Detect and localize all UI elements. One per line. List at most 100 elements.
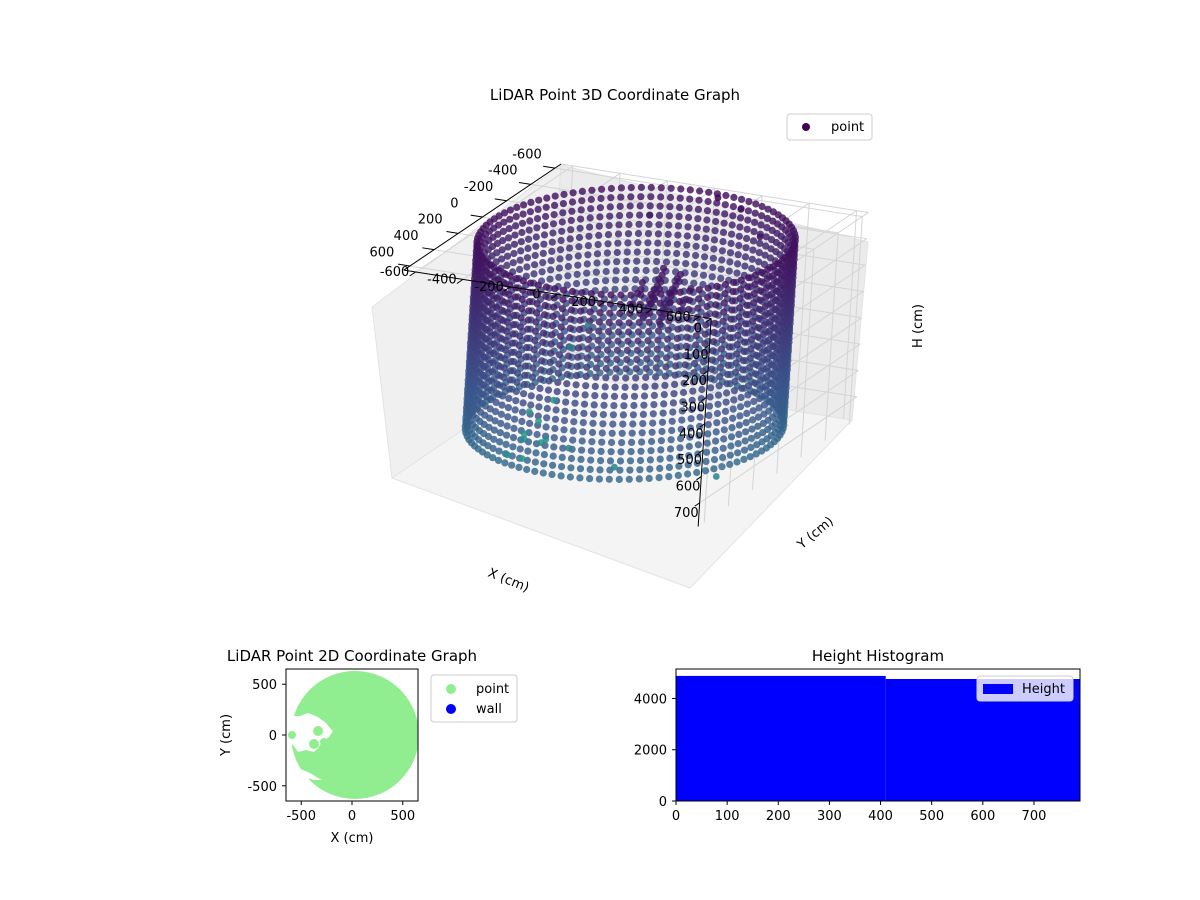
- point-3d: [577, 215, 585, 223]
- point-3d: [692, 251, 700, 260]
- point-3d: [730, 396, 738, 404]
- point-3d: [712, 217, 720, 226]
- point-3d: [595, 327, 603, 335]
- point-3d: [696, 422, 704, 430]
- point-3d: [564, 262, 573, 271]
- point-3d: [517, 247, 525, 255]
- point-3d: [708, 273, 716, 281]
- point-3d: [712, 437, 720, 445]
- green-blob-c: [309, 739, 319, 749]
- point-3d: [768, 236, 776, 244]
- point-3d: [593, 250, 602, 258]
- point-3d: [758, 202, 766, 211]
- point-3d: [768, 281, 776, 289]
- point-3d: [559, 200, 568, 208]
- point-3d: [551, 192, 559, 200]
- point-3d: [736, 223, 744, 231]
- point-3d: [584, 345, 592, 353]
- point-cloud-3d: [461, 183, 800, 483]
- point-3d: [688, 396, 696, 404]
- outlier-point-3d: [714, 194, 722, 202]
- point-3d: [673, 249, 681, 258]
- z-tick-3d: [699, 423, 705, 428]
- point-3d: [473, 347, 481, 355]
- point-3d: [503, 261, 511, 269]
- x-tick-label-3d: 400: [394, 229, 419, 244]
- point-3d: [675, 453, 684, 461]
- point-3d: [577, 206, 585, 214]
- point-3d: [726, 451, 734, 459]
- point-3d: [610, 392, 619, 400]
- point-3d: [666, 445, 675, 453]
- point-3d: [510, 311, 518, 319]
- point-3d: [544, 395, 552, 403]
- point-3d: [476, 301, 484, 309]
- point-3d: [566, 324, 574, 332]
- x-tick-label-hist: 600: [970, 809, 995, 824]
- point-3d: [548, 331, 556, 339]
- point-3d: [491, 417, 499, 425]
- point-3d: [583, 354, 592, 362]
- point-3d: [594, 336, 602, 344]
- point-3d: [504, 243, 512, 251]
- point-disk-2d: [291, 671, 418, 799]
- point-3d: [666, 454, 674, 462]
- point-3d: [500, 209, 509, 217]
- point-3d: [726, 460, 734, 468]
- point-3d: [657, 193, 665, 201]
- point-3d: [663, 354, 671, 362]
- point-3d: [746, 363, 754, 371]
- legend-2d-wall-label: wall: [476, 702, 502, 717]
- point-3d: [529, 364, 537, 372]
- point-3d: [652, 373, 660, 381]
- point-3d: [540, 451, 549, 459]
- point-3d: [733, 350, 741, 358]
- point-3d: [728, 297, 737, 305]
- point-3d: [513, 369, 522, 377]
- point-3d: [642, 266, 650, 275]
- point-3d: [686, 287, 694, 295]
- point-3d: [499, 392, 507, 400]
- point-3d: [531, 458, 540, 466]
- point-3d: [702, 225, 710, 233]
- x-tick-3d: [543, 165, 556, 169]
- outlier-point-3d: [520, 435, 528, 443]
- plot-area-2d: [286, 671, 418, 799]
- point-3d: [733, 458, 741, 466]
- point-3d: [524, 316, 532, 324]
- point-3d: [637, 291, 645, 299]
- z-tick-label-3d: 200: [682, 374, 707, 389]
- point-3d: [516, 323, 525, 331]
- point-3d: [554, 378, 562, 386]
- point-3d: [519, 399, 527, 407]
- point-3d: [506, 215, 514, 223]
- point-3d: [707, 375, 715, 383]
- point-3d: [726, 334, 734, 342]
- point-3d: [592, 364, 601, 372]
- x-tick-label-hist: 300: [817, 809, 842, 824]
- point-3d: [598, 429, 606, 437]
- point-3d: [664, 230, 672, 238]
- point-3d: [549, 312, 557, 320]
- point-3d: [649, 410, 657, 418]
- x-tick-label-hist: 0: [672, 809, 680, 824]
- point-3d: [711, 446, 719, 454]
- point-3d: [574, 252, 582, 260]
- point-3d: [501, 346, 510, 354]
- point-3d: [605, 475, 613, 483]
- point-3d: [537, 366, 545, 374]
- point-3d: [641, 383, 649, 391]
- point-3d: [741, 437, 749, 445]
- point-3d: [495, 447, 503, 455]
- point-3d: [556, 341, 564, 350]
- z-tick-label-3d: 100: [684, 348, 709, 363]
- legend-3d-label: point: [831, 120, 864, 135]
- point-3d: [656, 455, 664, 463]
- point-3d: [518, 408, 527, 416]
- point-3d: [669, 399, 678, 407]
- point-3d: [661, 372, 670, 380]
- point-3d: [657, 278, 665, 286]
- point-3d: [702, 457, 710, 466]
- point-3d: [542, 292, 550, 300]
- point-3d: [615, 328, 623, 336]
